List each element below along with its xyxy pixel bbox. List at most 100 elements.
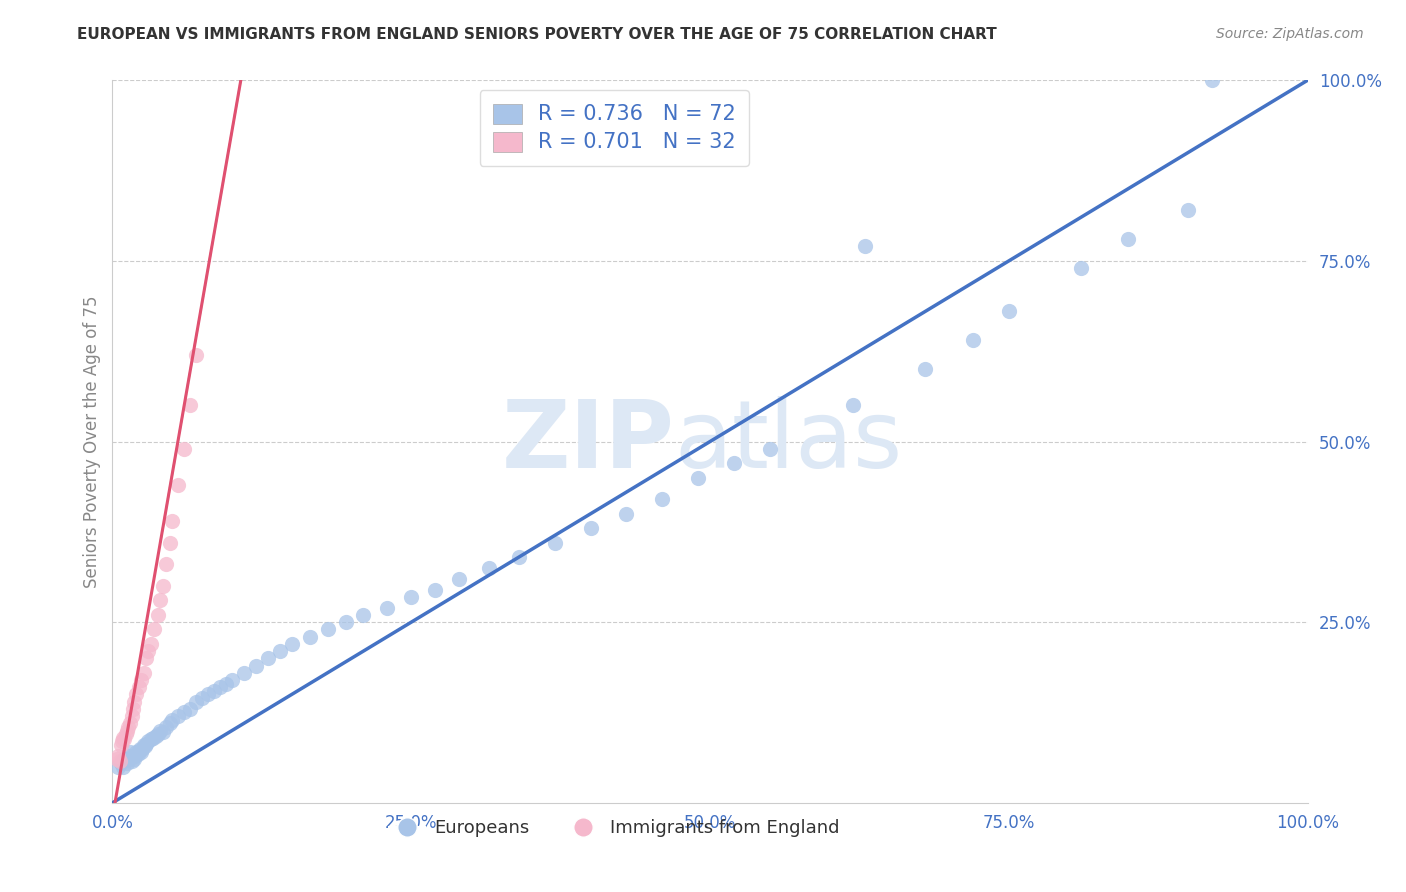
Point [121,754,143,768]
Point [162,713,183,727]
Point [173,442,195,456]
Point [142,731,165,745]
Point [616,507,638,521]
Text: Source: ZipAtlas.com: Source: ZipAtlas.com [1216,27,1364,41]
Point [688,470,710,484]
Point [125,745,148,759]
Point [316,623,339,637]
Point [233,665,256,680]
Point [215,676,238,690]
Point [209,680,232,694]
Point [139,732,162,747]
Point [855,239,877,253]
Point [1177,203,1199,218]
Legend: Europeans, Immigrants from England: Europeans, Immigrants from England [381,812,848,845]
Point [118,752,141,766]
Point [159,716,181,731]
Point [298,630,321,644]
Point [114,732,135,747]
Point [128,680,150,694]
Point [1201,73,1223,87]
Point [129,741,152,756]
Point [112,760,135,774]
Point [128,744,150,758]
Point [155,720,177,734]
Point [186,348,208,362]
Point [579,521,602,535]
Point [759,442,782,456]
Point [221,673,243,687]
Point [114,727,136,741]
Point [152,579,174,593]
Point [842,398,865,412]
Point [132,665,155,680]
Point [134,739,156,754]
Point [122,695,145,709]
Point [1118,232,1140,246]
Y-axis label: Seniors Poverty Over the Age of 75: Seniors Poverty Over the Age of 75 [83,295,101,588]
Point [127,747,149,761]
Point [159,535,181,549]
Point [138,734,160,748]
Point [202,683,225,698]
Point [962,334,984,348]
Point [115,756,138,770]
Point [162,514,183,528]
Point [121,748,143,763]
Point [167,709,190,723]
Point [478,561,501,575]
Point [1070,261,1092,276]
Point [138,644,160,658]
Point [149,593,172,607]
Point [129,745,152,759]
Text: atlas: atlas [675,395,903,488]
Point [125,687,148,701]
Point [129,673,152,687]
Point [281,637,304,651]
Point [107,760,129,774]
Point [179,702,201,716]
Text: ZIP: ZIP [502,395,675,488]
Point [108,754,131,768]
Point [122,752,145,766]
Point [335,615,357,630]
Point [114,752,135,766]
Point [377,600,399,615]
Point [998,304,1021,318]
Point [146,607,169,622]
Point [186,695,208,709]
Point [110,738,132,752]
Point [132,738,155,752]
Point [120,716,142,731]
Point [110,756,132,770]
Point [107,748,129,763]
Point [111,734,134,748]
Point [115,723,138,738]
Point [543,535,565,549]
Point [120,745,142,759]
Point [112,731,135,745]
Point [149,723,172,738]
Point [135,651,157,665]
Point [117,720,139,734]
Point [173,706,195,720]
Point [155,558,177,572]
Point [139,637,162,651]
Point [508,550,530,565]
Point [167,478,190,492]
Point [257,651,280,665]
Point [651,492,673,507]
Point [105,752,128,766]
Point [121,709,143,723]
Point [352,607,374,622]
Point [179,398,201,412]
Point [152,725,174,739]
Point [269,644,291,658]
Point [117,748,139,763]
Point [145,729,167,743]
Point [401,590,423,604]
Point [191,691,214,706]
Point [135,737,157,751]
Point [146,727,169,741]
Point [914,362,936,376]
